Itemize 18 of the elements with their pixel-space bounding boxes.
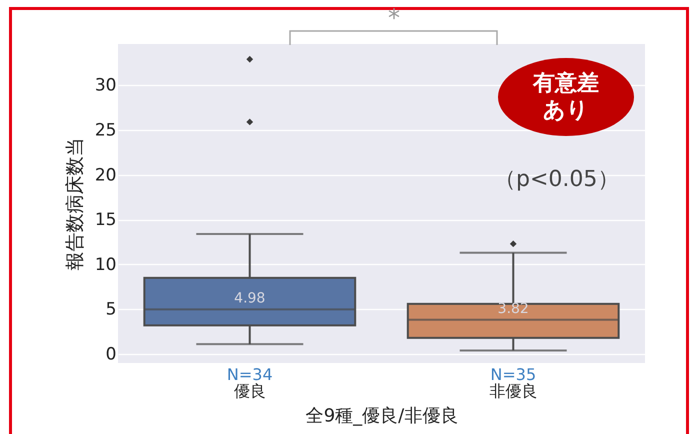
annotation: 3.82 <box>498 300 529 317</box>
x-axis-title: 全9種_優良/非優良 <box>306 406 458 426</box>
annotation: （p<0.05） <box>494 166 620 194</box>
y-tick-label: 5 <box>106 300 116 320</box>
y-tick-label: 25 <box>94 120 116 141</box>
text: N=34 <box>226 365 273 384</box>
y-tick-label: 30 <box>94 76 116 96</box>
significance-bracket: * <box>288 6 500 46</box>
y-tick-label: 20 <box>94 165 116 186</box>
annotation: 4.98 <box>234 290 266 306</box>
x-tick-label: 非優良 <box>489 382 538 400</box>
y-axis-title: 報告数病床数当 <box>64 138 86 270</box>
x-tick-label: 優良 <box>234 382 266 400</box>
annotation: 有意差あり <box>532 70 600 124</box>
text: N=35 <box>490 365 536 384</box>
y-tick-label: 10 <box>94 254 116 275</box>
y-tick-label: 15 <box>94 210 116 230</box>
y-tick-label: 0 <box>106 344 116 365</box>
